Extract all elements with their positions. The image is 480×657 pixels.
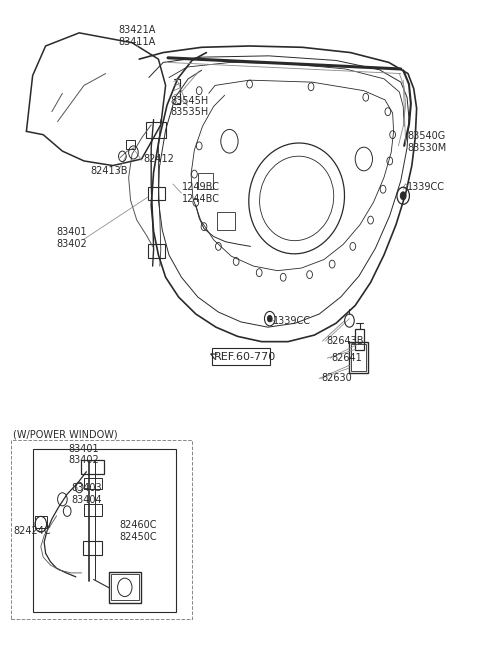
Text: (W/POWER WINDOW): (W/POWER WINDOW) [13, 430, 118, 440]
Bar [126, 140, 135, 149]
Text: 82643B: 82643B [326, 336, 364, 346]
Circle shape [400, 192, 406, 200]
Text: 82412: 82412 [143, 154, 174, 164]
Text: 82641: 82641 [331, 353, 362, 363]
Text: REF.60-770: REF.60-770 [214, 351, 276, 362]
Text: 82630: 82630 [322, 373, 352, 384]
Text: 1249BC
1244BC: 1249BC 1244BC [182, 183, 220, 204]
Bar [35, 516, 47, 528]
Bar [84, 504, 102, 516]
Text: 1339CC: 1339CC [273, 316, 311, 327]
Bar [198, 173, 213, 189]
Text: 83540G
83530M: 83540G 83530M [407, 131, 446, 152]
Bar [83, 541, 102, 555]
Text: 83401
83402: 83401 83402 [57, 227, 87, 248]
Bar [109, 572, 141, 603]
Text: 83545H
83535H: 83545H 83535H [170, 96, 209, 117]
Bar [111, 574, 139, 600]
Circle shape [267, 315, 272, 322]
Bar [81, 460, 104, 474]
Bar [217, 212, 235, 230]
Text: 83403
83404: 83403 83404 [71, 484, 102, 505]
Bar [84, 478, 102, 489]
Text: 82424C: 82424C [13, 526, 51, 536]
Bar [351, 344, 366, 371]
Text: 82413B: 82413B [90, 166, 128, 176]
Text: 1339CC: 1339CC [407, 181, 445, 192]
Bar [355, 328, 364, 350]
Bar [148, 244, 165, 258]
Bar [146, 122, 166, 138]
Text: 83401
83402: 83401 83402 [69, 444, 99, 465]
Bar [349, 342, 368, 373]
Text: 82460C
82450C: 82460C 82450C [119, 520, 156, 541]
Bar [148, 187, 165, 200]
Text: 83421A
83411A: 83421A 83411A [118, 26, 156, 47]
